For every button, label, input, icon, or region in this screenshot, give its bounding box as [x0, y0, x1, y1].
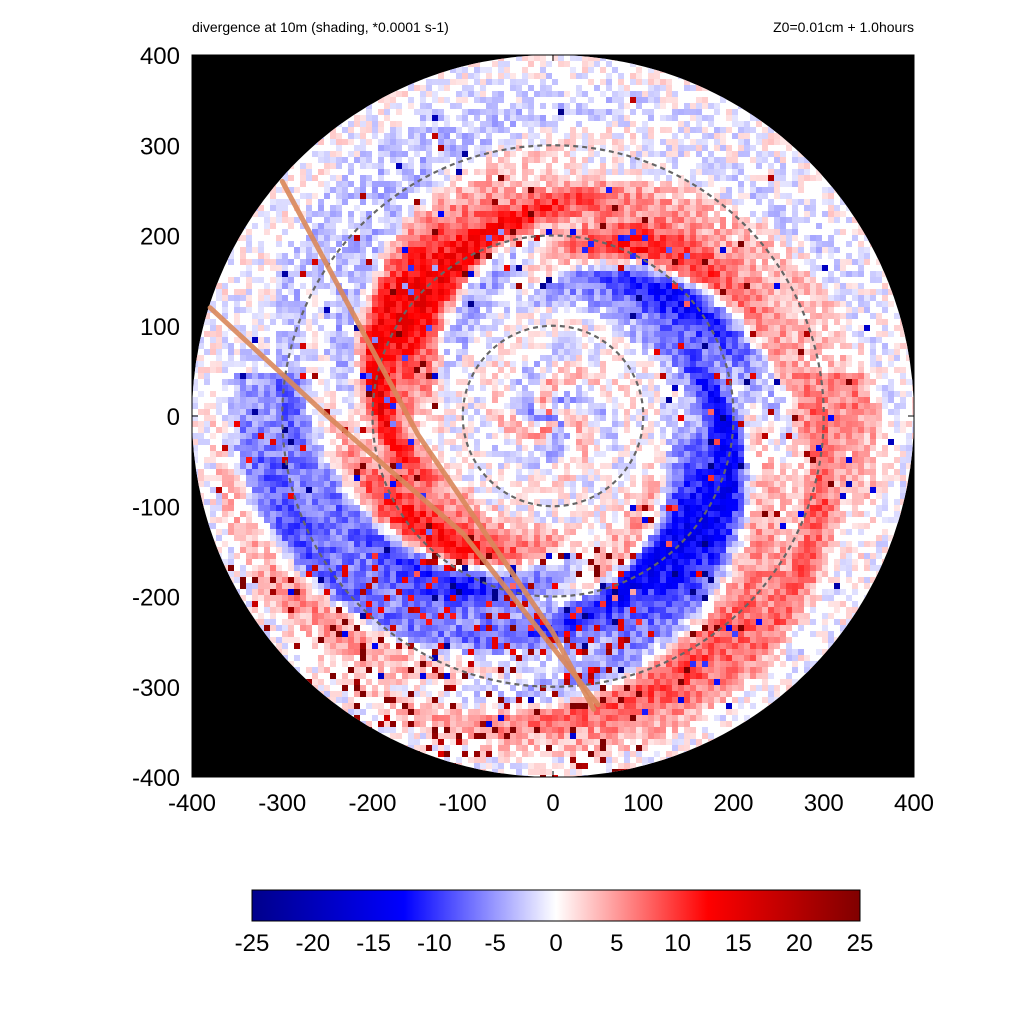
radius-ring-200 — [371, 234, 735, 598]
colorbar-tick-label: -20 — [295, 930, 330, 957]
x-tick-label: -100 — [439, 790, 487, 817]
track-line-2 — [207, 305, 601, 708]
x-tick-label: -400 — [168, 790, 216, 817]
y-tick-label: 400 — [140, 43, 180, 70]
x-tick-label: -300 — [258, 790, 306, 817]
y-tick-label: -300 — [132, 675, 180, 702]
colorbar-tick-label: 5 — [610, 930, 623, 957]
x-tick-label: 400 — [894, 790, 934, 817]
colorbar: -25 -20 -15 -10 -5 0 5 10 15 20 25 — [235, 889, 874, 957]
axis-ticks: -400 -300 -200 -100 0 100 200 300 400 400 300 200 10… — [132, 43, 934, 817]
y-tick-label: -100 — [132, 494, 180, 521]
colorbar-tick-label: 25 — [847, 930, 874, 957]
colorbar-gradient — [251, 889, 861, 922]
chart-subtitle: Z0=0.01cm + 1.0hours — [773, 19, 914, 35]
x-tick-label: -200 — [348, 790, 396, 817]
colorbar-tick-label: -10 — [417, 930, 452, 957]
colorbar-tick-label: -5 — [485, 930, 506, 957]
chart-title: divergence at 10m (shading, *0.0001 s-1) — [192, 19, 449, 35]
y-tick-label: -200 — [132, 585, 180, 612]
x-tick-label: 0 — [546, 790, 559, 817]
radius-rings — [281, 144, 825, 688]
colorbar-tick-label: 20 — [786, 930, 813, 957]
y-tick-label: 300 — [140, 133, 180, 160]
colorbar-tick-label: 10 — [664, 930, 691, 957]
colorbar-tick-label: 15 — [725, 930, 752, 957]
radius-ring-300 — [281, 144, 825, 688]
colorbar-tick-label: -25 — [235, 930, 270, 957]
divergence-field — [192, 55, 914, 777]
y-tick-label: -400 — [132, 765, 180, 792]
y-tick-label: 200 — [140, 224, 180, 251]
y-tick-label: 0 — [167, 404, 180, 431]
y-tick-label: 100 — [140, 314, 180, 341]
x-tick-label: 100 — [623, 790, 663, 817]
radius-ring-100 — [461, 324, 645, 508]
x-tick-label: 200 — [713, 790, 753, 817]
colorbar-tick-label: -15 — [356, 930, 391, 957]
colorbar-tick-label: 0 — [549, 930, 562, 957]
x-tick-label: 300 — [804, 790, 844, 817]
